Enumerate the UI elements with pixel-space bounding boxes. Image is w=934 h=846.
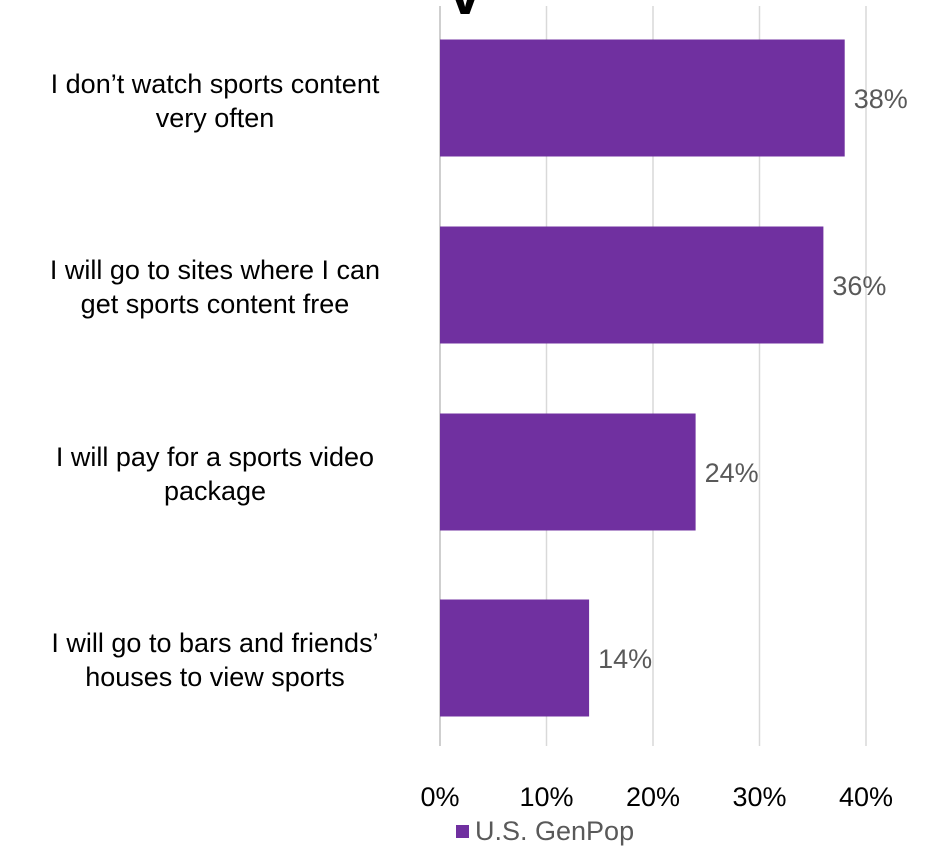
bar-3	[440, 599, 590, 717]
category-label-0: I don’t watch sports content very often	[50, 69, 380, 133]
bar-1	[440, 226, 824, 344]
x-tick-label-10: 10%	[519, 782, 573, 812]
legend-swatch-us-genpop	[456, 824, 469, 838]
category-label-1: I will go to sites where I can get sport…	[49, 255, 381, 319]
category-label-3: I will go to bars and friends’ houses to…	[51, 628, 379, 692]
x-tick-label-0: 0%	[420, 782, 459, 812]
x-tick-label-40: 40%	[839, 782, 893, 812]
legend-label-us-genpop: U.S. GenPop	[475, 816, 635, 846]
bar-2	[440, 413, 696, 531]
category-label-2: I will pay for a sports video package	[55, 442, 375, 506]
legend: U.S. GenPop	[456, 816, 634, 846]
data-label-1: 36%	[832, 271, 886, 301]
chart-title-fragment: V	[445, 0, 485, 24]
data-label-3: 14%	[598, 644, 652, 674]
x-tick-label-30: 30%	[732, 782, 786, 812]
data-label-0: 38%	[854, 84, 908, 114]
bar-0	[440, 39, 845, 157]
x-tick-label-20: 20%	[626, 782, 680, 812]
data-label-2: 24%	[705, 458, 759, 488]
